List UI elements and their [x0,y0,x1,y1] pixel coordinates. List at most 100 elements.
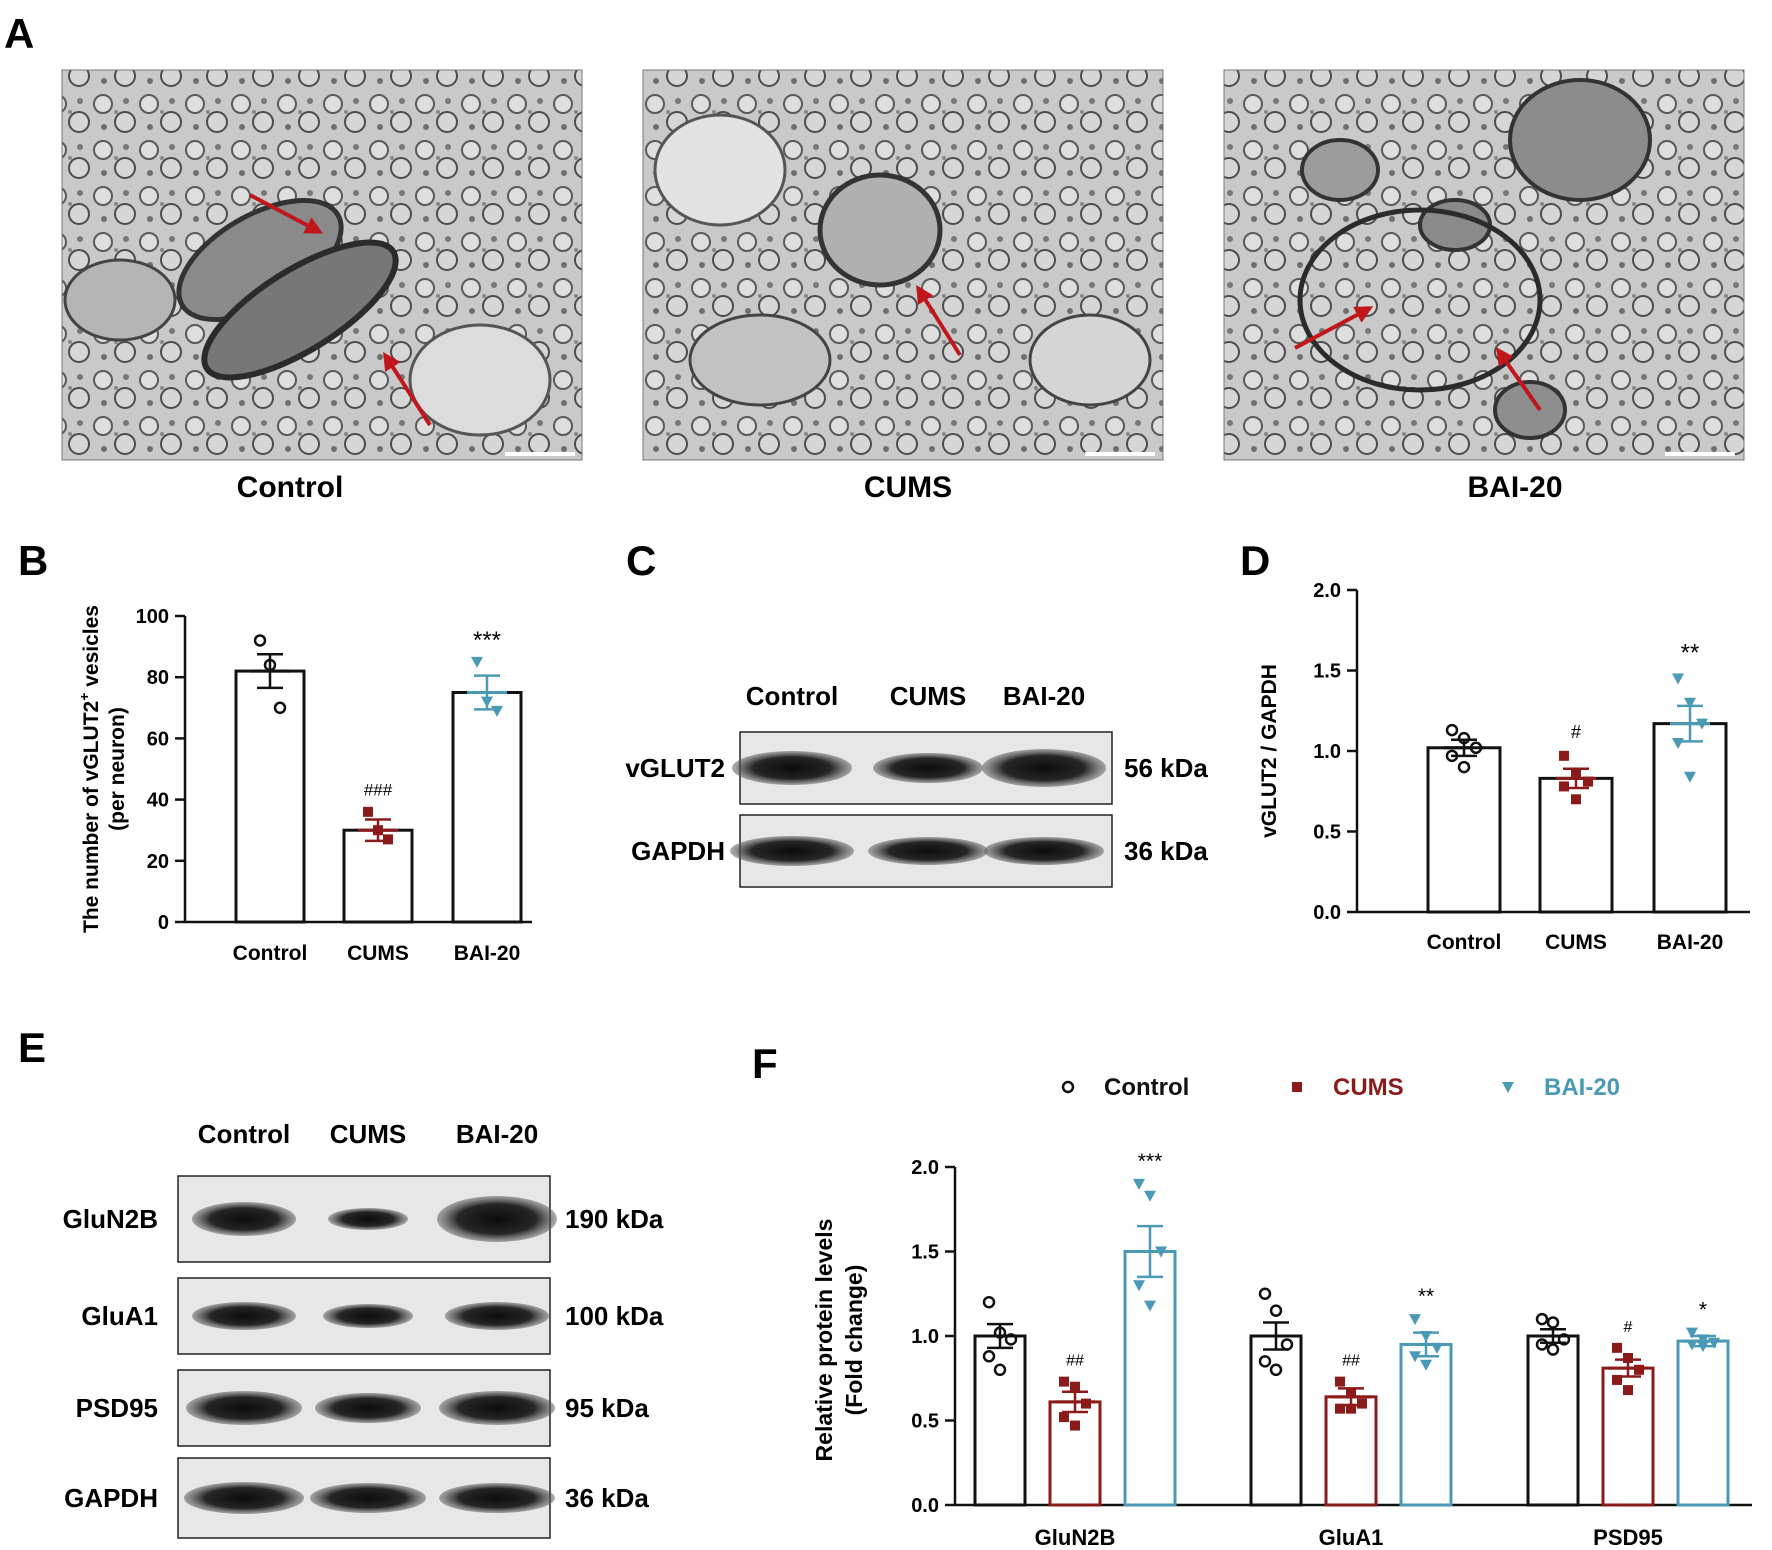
y-axis-label-line2: (per neuron) [106,707,129,831]
y-tick-label: 1.0 [911,1326,939,1348]
data-point [1133,1280,1145,1292]
data-point [1672,673,1684,685]
panel-letter-a: A [4,10,34,57]
blot-band [445,1302,549,1330]
significance-label: ### [364,780,393,799]
y-tick-label: 0.5 [911,1411,939,1433]
size-label: 95 kDa [565,1393,649,1423]
significance-label: # [1571,722,1581,742]
size-label: 190 kDa [565,1204,664,1234]
bar-bai20 [1123,1250,1177,1507]
significance-label: ** [1681,640,1700,667]
size-label: 36 kDa [1124,836,1208,866]
data-point [1546,1316,1560,1329]
blot-band [310,1483,426,1513]
y-axis-label-main: The number of vGLUT2 [80,701,103,933]
y-tick-label: 0 [158,912,169,934]
blot-band [184,1482,304,1514]
lane-label: Control [198,1119,290,1149]
data-point [1335,1376,1345,1387]
blot-band [192,1202,296,1236]
data-point [1684,771,1696,783]
y-axis-label: Relative protein levels [811,1219,837,1462]
significance-label: ## [1066,1353,1084,1370]
data-point [1269,1304,1283,1317]
significance-label: # [1624,1319,1633,1336]
chart-b: 0 20 40 60 80 100 Control CUMS ### BAI-20 *** The n… [76,605,532,965]
data-point [1144,1190,1156,1202]
data-point [1623,1385,1633,1396]
blot-c: Control CUMS BAI-20 vGLUT2 56 kDa GAPDH 36 kDa [625,681,1208,888]
em-image-cums [642,69,1164,461]
y-tick-label: 1.5 [1313,661,1341,683]
data-point [1070,1381,1080,1392]
x-tick-label: GluN2B [1035,1525,1116,1550]
blot-band [439,1483,555,1513]
panel-letter-e: E [18,1024,46,1071]
data-point [363,806,373,817]
size-label: 56 kDa [1124,753,1208,783]
data-point [1559,781,1569,792]
blot-band [439,1391,555,1425]
y-axis-label-sup: + [76,693,92,701]
data-point [471,656,483,668]
significance-label: *** [473,627,501,654]
data-point [1559,750,1569,761]
x-tick-label: CUMS [347,942,409,965]
x-tick-label: BAI-20 [1657,931,1724,954]
significance-label: * [1699,1299,1707,1322]
data-point [1133,1178,1145,1190]
panel-letter-b: B [18,537,48,584]
y-tick-label: 1.0 [1313,741,1341,763]
data-point [982,1350,996,1363]
data-point [1144,1300,1156,1312]
data-point [993,1363,1007,1377]
y-axis-label-line2: (Fold change) [841,1265,867,1416]
panel-letter-c: C [626,537,656,584]
data-point [1357,1398,1367,1409]
y-tick-label: 2.0 [1313,580,1341,602]
bar [342,828,414,924]
blot-band [868,837,988,865]
bar-control [1249,1334,1303,1507]
blot-band [873,753,983,783]
x-tick-label: CUMS [1545,931,1607,954]
data-point [1686,1327,1698,1339]
data-point [1546,1343,1560,1356]
lane-label: CUMS [330,1119,407,1149]
data-point [1059,1376,1069,1387]
bar [234,669,306,924]
y-tick-label: 20 [147,851,169,873]
em-caption-bai20: BAI-20 [1467,471,1562,504]
data-point [383,834,393,845]
data-point [982,1295,996,1309]
legend-label: CUMS [1333,1074,1404,1101]
x-tick-label: BAI-20 [454,942,521,965]
protein-label: GluN2B [63,1204,158,1234]
panel-letter-f: F [752,1040,778,1087]
size-label: 100 kDa [565,1301,664,1331]
y-tick-label: 100 [136,606,169,628]
legend-marker [1502,1082,1514,1093]
data-point [1535,1312,1549,1326]
data-point [1612,1374,1622,1385]
data-point [1583,776,1593,787]
chart-d: 0.0 0.5 1.0 1.5 2.0 Control CUMS # BAI-20 ** vGLUT… [1258,580,1750,954]
em-caption-cums: CUMS [864,471,952,504]
chart-f: 0.0 0.5 1.0 1.5 2.0 ## *** GluN2B ## ** GluA1 # * PSD… [811,1074,1752,1550]
blot-band [437,1196,557,1242]
data-point [1571,794,1581,805]
x-tick-label: Control [233,942,308,965]
data-point [273,701,287,715]
y-tick-label: 40 [147,790,169,812]
em-caption-control: Control [237,471,344,504]
data-point [1684,697,1696,709]
data-point [1445,723,1459,737]
bar [451,691,523,924]
blot-band [328,1208,408,1230]
bar-cums [1048,1400,1102,1507]
size-label: 36 kDa [565,1483,649,1513]
blot-band [186,1391,302,1425]
y-tick-label: 80 [147,667,169,689]
